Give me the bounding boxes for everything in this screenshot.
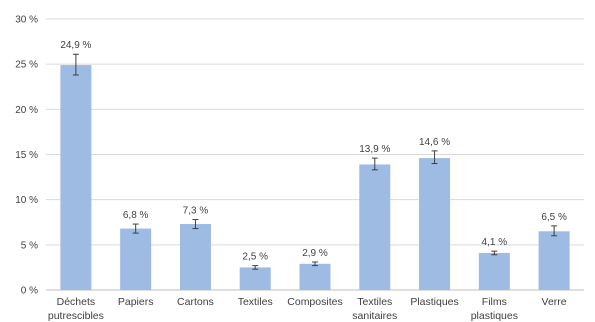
data-label: 24,9 % (60, 40, 91, 51)
error-bars (72, 53, 558, 270)
data-label: 7,3 % (183, 206, 209, 217)
error-bar (371, 157, 378, 171)
x-axis-category-labels: Déchets putrescibles Papiers Cartons Textile… (48, 296, 567, 322)
category-label: Déchets putrescibles (48, 296, 104, 322)
data-label: 13,9 % (359, 144, 390, 155)
y-axis-tick-labels: 0 % 5 % 10 % 15 % 20 % 25 % 30 % (15, 15, 38, 297)
category-label: Films plastiques (471, 296, 518, 322)
error-bar (551, 225, 558, 237)
bar (538, 231, 570, 290)
category-label: Papiers (118, 296, 154, 308)
data-label: 2,5 % (242, 252, 268, 263)
category-label-line: sanitaires (352, 310, 397, 322)
y-tick-label: 30 % (15, 15, 38, 26)
category-label: Plastiques (410, 296, 458, 308)
category-label-line: plastiques (471, 310, 518, 322)
category-label: Composites (287, 296, 342, 308)
category-label-line: Films (482, 296, 507, 308)
bar (299, 263, 331, 290)
error-bar (312, 261, 318, 267)
error-bar (491, 250, 498, 256)
y-tick-label: 0 % (21, 286, 38, 297)
data-label: 6,5 % (541, 212, 567, 223)
category-label-line: Textiles (238, 296, 273, 308)
error-bar (431, 150, 438, 165)
bar (179, 224, 211, 290)
data-labels: 24,9 % 6,8 % 7,3 % 2,5 % 2,9 % 13,9 % 14,6 % 4,… (60, 40, 567, 262)
category-label: Textiles (238, 296, 273, 308)
data-label: 4,1 % (482, 237, 508, 248)
category-label-line: putrescibles (48, 310, 104, 322)
bar (239, 267, 271, 290)
category-label-line: Cartons (177, 296, 214, 308)
category-label: Textiles sanitaires (352, 296, 397, 322)
category-label-line: Verre (542, 296, 567, 308)
error-bar (252, 265, 259, 270)
y-tick-label: 20 % (15, 105, 38, 116)
category-label-line: Plastiques (410, 296, 458, 308)
category-label: Verre (542, 296, 567, 308)
error-bar (72, 53, 79, 76)
category-label: Cartons (177, 296, 214, 308)
y-tick-label: 5 % (21, 240, 38, 251)
category-label-line: Textiles (357, 296, 392, 308)
category-label-line: Composites (287, 296, 342, 308)
bar (419, 158, 451, 290)
bar (120, 228, 152, 290)
category-label-line: Déchets (57, 296, 96, 308)
bar (359, 164, 391, 290)
data-label: 6,8 % (123, 210, 149, 221)
data-label: 14,6 % (419, 137, 450, 148)
category-label-line: Papiers (118, 296, 154, 308)
bar (60, 65, 92, 290)
y-tick-label: 15 % (15, 150, 38, 161)
data-label: 2,9 % (302, 248, 328, 259)
error-bar (192, 219, 199, 230)
error-bar (132, 223, 139, 234)
bar (478, 252, 510, 290)
bars (60, 65, 570, 290)
y-tick-label: 25 % (15, 60, 38, 71)
y-tick-label: 10 % (15, 195, 38, 206)
